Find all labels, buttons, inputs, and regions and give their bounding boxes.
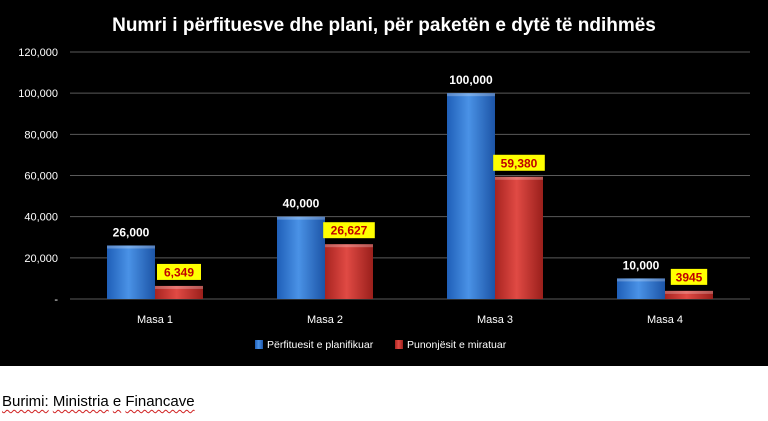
x-tick-label: Masa 4 <box>647 314 683 326</box>
data-labels: 26,000 6,349 40,000 26,627 100,000 59,380 10,0… <box>113 73 708 285</box>
y-tick-label: 60,000 <box>24 171 58 183</box>
bars <box>107 93 713 300</box>
legend: Përfituesit e planifikuar Punonjësit e mi… <box>255 339 507 351</box>
bar-chart: Numri i përfituesve dhe plani, për paket… <box>18 15 750 351</box>
bar <box>155 285 203 299</box>
data-label: 3945 <box>676 270 703 284</box>
bar-cap <box>617 278 665 282</box>
bar <box>325 244 373 299</box>
source-note: Burimi: Ministria e Financave <box>2 393 195 410</box>
bar-cap <box>107 245 155 249</box>
y-tick-label: 20,000 <box>24 253 58 265</box>
source-org-word-3: Financave <box>125 393 195 410</box>
x-tick-label: Masa 2 <box>307 314 343 326</box>
legend-label: Përfituesit e planifikuar <box>267 339 374 351</box>
data-label: 6,349 <box>164 265 194 279</box>
bar <box>277 216 325 299</box>
bar-cap <box>447 93 495 97</box>
bar-cap <box>665 290 713 294</box>
data-label-bg <box>157 263 201 280</box>
data-label: 26,627 <box>331 224 368 238</box>
data-label: 100,000 <box>449 73 493 87</box>
y-tick-label: 80,000 <box>24 129 58 141</box>
bar <box>665 290 713 299</box>
legend-swatch <box>255 340 263 349</box>
chart-title: Numri i përfituesve dhe plani, për paket… <box>112 15 656 36</box>
source-prefix: Burimi: <box>2 393 49 410</box>
bar-cap <box>155 285 203 289</box>
data-label-bg <box>493 154 545 171</box>
y-tick-label: 100,000 <box>18 88 58 100</box>
chart-panel <box>0 0 768 366</box>
y-tick-label: - <box>54 294 58 306</box>
legend-label: Punonjësit e miratuar <box>407 339 507 351</box>
source-org-word-2: e <box>112 393 122 410</box>
data-label: 59,380 <box>501 156 538 170</box>
data-label: 10,000 <box>623 258 660 272</box>
bar-cap <box>325 244 373 248</box>
x-tick-label: Masa 3 <box>477 314 513 326</box>
bar-cap <box>495 176 543 180</box>
data-label: 40,000 <box>283 197 320 211</box>
bar <box>107 245 155 299</box>
bar <box>447 93 495 300</box>
bar <box>495 176 543 299</box>
x-axis-ticks: Masa 1 Masa 2 Masa 3 Masa 4 <box>137 314 683 326</box>
bar-cap <box>277 216 325 220</box>
x-tick-label: Masa 1 <box>137 314 173 326</box>
data-label-bg <box>323 222 375 239</box>
y-axis-ticks: - 20,000 40,000 60,000 80,000 100,000 120,000 <box>18 47 58 306</box>
bar <box>617 278 665 299</box>
y-tick-label: 40,000 <box>24 212 58 224</box>
y-tick-label: 120,000 <box>18 47 58 59</box>
legend-swatch <box>395 340 403 349</box>
data-label-bg <box>670 268 708 285</box>
data-label: 26,000 <box>113 225 150 239</box>
source-org-word-1: Ministria <box>52 393 109 410</box>
